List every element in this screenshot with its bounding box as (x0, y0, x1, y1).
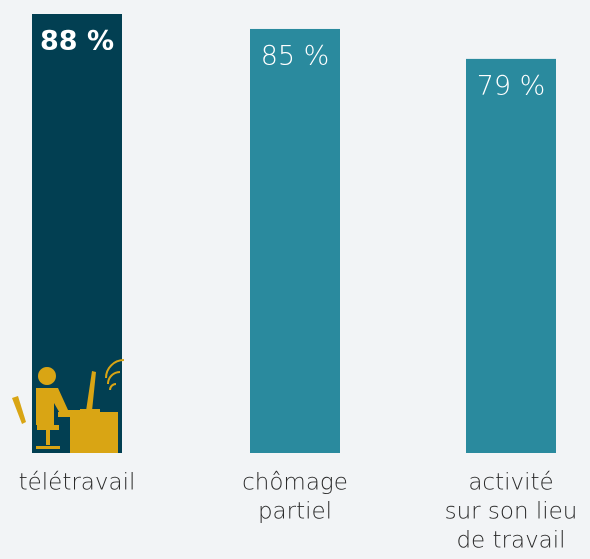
x-tick-label: chômage (242, 470, 348, 496)
x-tick-label: télétravail (19, 470, 136, 496)
value-label: 79 % (477, 70, 546, 101)
bar (32, 14, 122, 453)
x-tick-label: de travail (456, 528, 565, 554)
teleworker-icon (12, 359, 125, 453)
x-tick-label: activité (468, 470, 553, 496)
value-label: 85 % (261, 40, 330, 71)
bars (32, 14, 556, 453)
x-tick-label: partiel (258, 499, 332, 525)
value-label: 88 % (40, 26, 114, 57)
bar (250, 28, 340, 453)
x-tick-label: sur son lieu (445, 499, 578, 525)
bar (466, 58, 556, 453)
